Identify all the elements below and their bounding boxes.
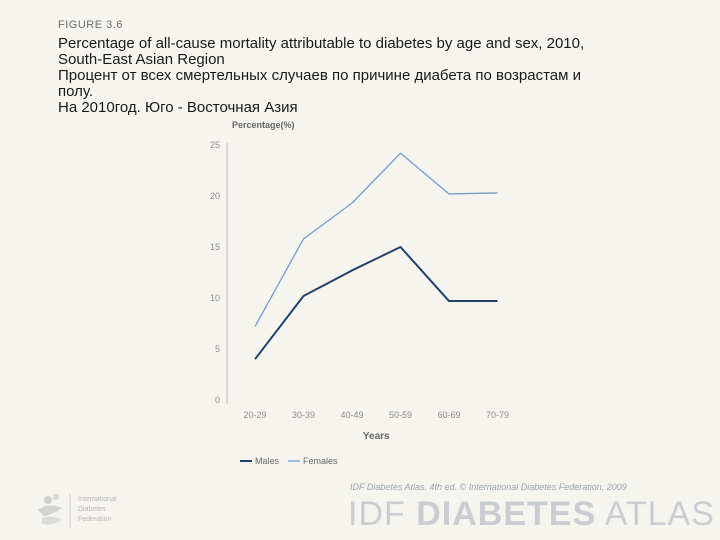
legend-label-males: Males xyxy=(255,456,280,466)
series-line-females xyxy=(254,152,498,327)
title-line: На 2010год. Юго - Восточная Азия xyxy=(58,99,298,116)
x-tick-label: 20-29 xyxy=(243,410,266,420)
y-tick-label: 20 xyxy=(210,191,220,201)
title-line: полу. xyxy=(58,83,94,100)
logo-line: Diabetes xyxy=(78,506,106,513)
idf-logo-icon xyxy=(38,494,71,528)
title-line: Percentage of all-cause mortality attrib… xyxy=(58,35,585,52)
y-axis-title: Percentage(%) xyxy=(232,120,295,130)
x-tick-label: 60-69 xyxy=(437,410,460,420)
copyright-credit: IDF Diabetes Atlas, 4th ed. © Internatio… xyxy=(350,482,627,492)
brand-atlas: ATLAS xyxy=(596,495,715,533)
x-tick-label: 50-59 xyxy=(389,410,412,420)
y-tick-label: 15 xyxy=(210,242,220,252)
y-tick-label: 25 xyxy=(210,140,220,150)
logo-line: Federation xyxy=(78,516,112,523)
brand-idf: IDF xyxy=(348,495,417,533)
y-tick-label: 0 xyxy=(215,395,220,405)
figure-title: Percentage of all-cause mortality attrib… xyxy=(58,36,698,116)
logo-line: International xyxy=(78,496,117,503)
x-axis-title: Years xyxy=(363,431,390,442)
title-line: South-East Asian Region xyxy=(58,51,225,68)
brand-diabetes: DIABETES xyxy=(416,495,597,533)
x-tick-label: 70-79 xyxy=(486,410,509,420)
x-tick-label: 30-39 xyxy=(292,410,315,420)
idf-diabetes-atlas-brand: IDF DIABETES ATLAS xyxy=(348,495,715,534)
title-line: Процент от всех смертельных случаев по п… xyxy=(58,67,581,84)
y-tick-label: 10 xyxy=(210,293,220,303)
legend-label-females: Females xyxy=(303,456,338,466)
figure-label: FIGURE 3.6 xyxy=(58,19,123,31)
idf-logo-text: International Diabetes Federation xyxy=(78,495,117,525)
series-line-males xyxy=(254,246,498,360)
y-tick-label: 5 xyxy=(215,344,220,354)
x-tick-label: 40-49 xyxy=(340,410,363,420)
